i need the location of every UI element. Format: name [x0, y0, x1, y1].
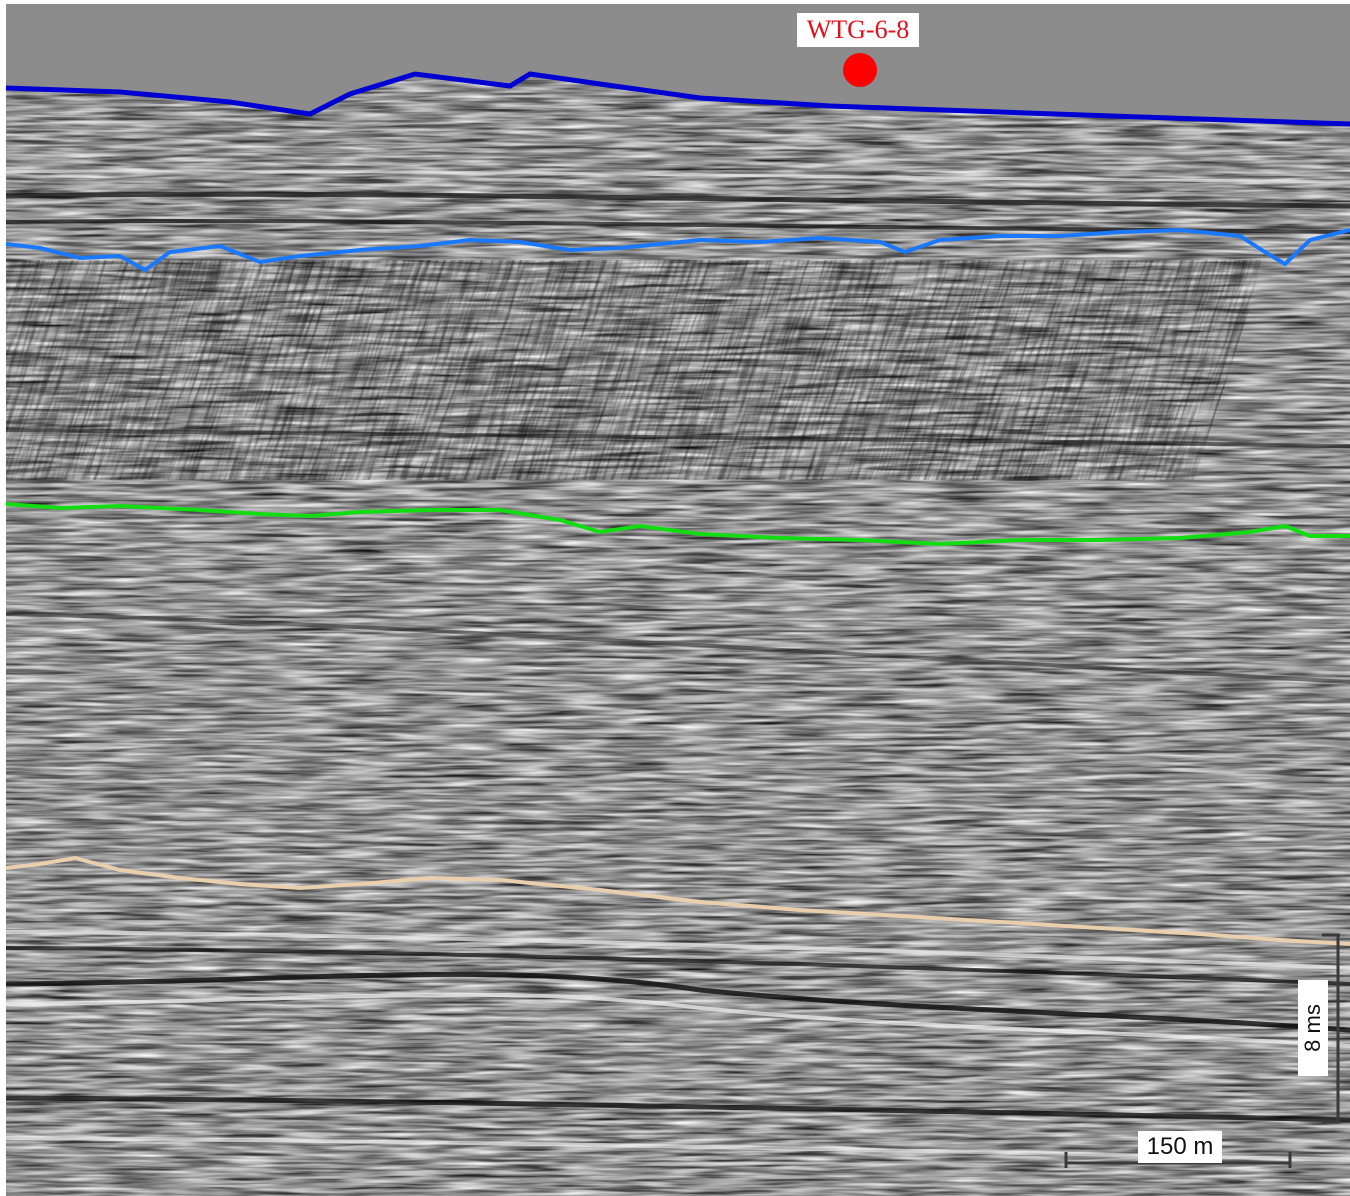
seismic-body	[6, 80, 1350, 1196]
well-marker	[843, 53, 877, 87]
vertical-scale-label: 8 ms	[1298, 980, 1328, 1076]
well-label: WTG-6-8	[797, 13, 919, 47]
horizon-4	[5, 855, 1350, 946]
horizon-3	[5, 502, 1350, 547]
horizon-2	[5, 227, 1350, 273]
vertical-scale-bar	[1322, 933, 1340, 1124]
horizontal-scale-label: 150 m	[1138, 1131, 1222, 1163]
seafloor-horizon	[5, 71, 1350, 127]
horizontal-scale-bar	[1064, 1152, 1292, 1168]
